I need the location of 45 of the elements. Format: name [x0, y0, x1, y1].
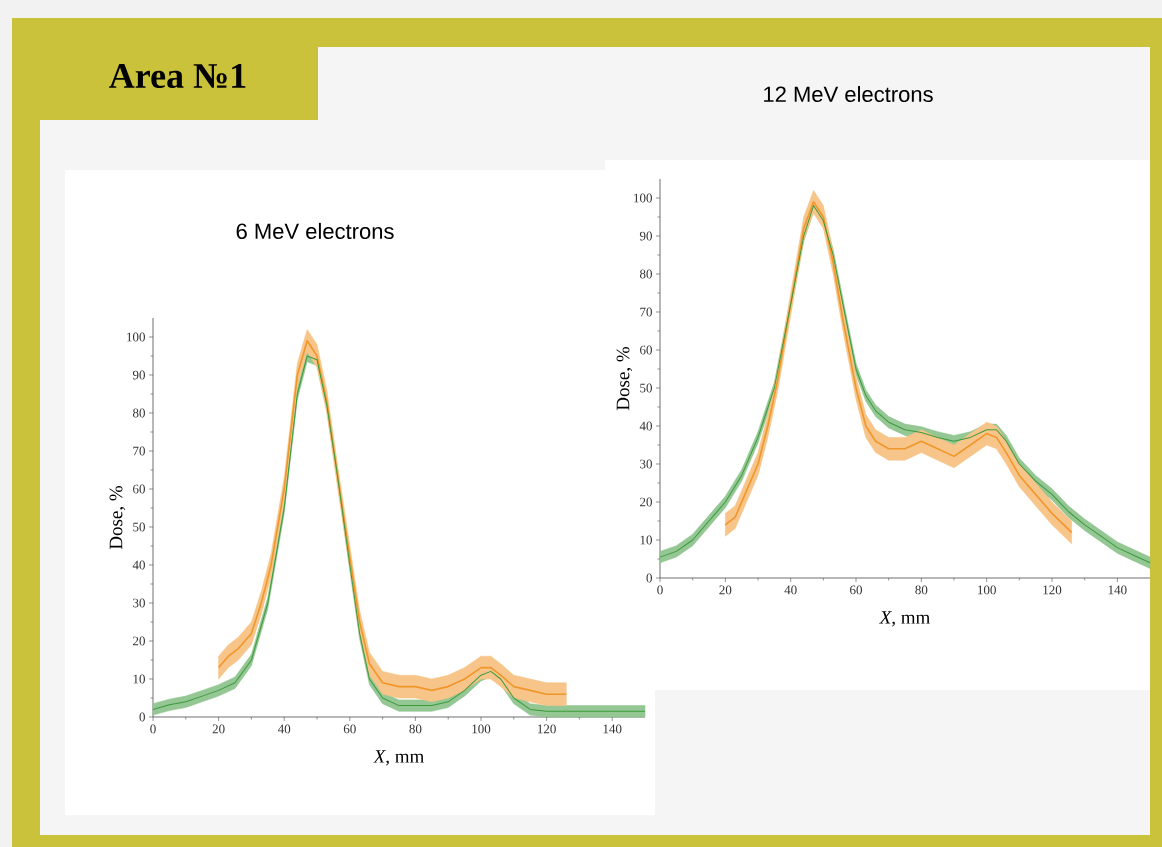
- y-tick-label: 40: [132, 560, 145, 570]
- x-tick-label: 40: [277, 724, 291, 734]
- y-tick-label: 80: [639, 269, 652, 279]
- y-tick-label: 90: [132, 370, 145, 380]
- y-tick-label: 30: [640, 459, 652, 469]
- x-tick-label: 140: [603, 724, 622, 734]
- text: Area №1: [109, 63, 246, 89]
- x-tick-label: 120: [1043, 585, 1062, 595]
- y-tick-label: 0: [139, 712, 145, 722]
- x-tick-label: 40: [784, 585, 797, 595]
- y-axis-title: Dose, %: [109, 485, 126, 550]
- x-tick-label: 100: [978, 585, 996, 595]
- x-tick-label: 60: [343, 724, 356, 734]
- y-tick-label: 10: [133, 674, 145, 684]
- y-tick-label: 60: [640, 345, 652, 355]
- x-tick-label: 60: [850, 585, 863, 595]
- x-tick-label: 20: [719, 585, 732, 595]
- x-tick-label: 80: [915, 585, 928, 595]
- y-tick-label: 50: [133, 522, 145, 532]
- y-tick-label: 50: [640, 383, 652, 393]
- x-axis-title: X, mm: [879, 611, 931, 627]
- x-tick-label: 100: [472, 724, 491, 734]
- x-tick-label: 140: [1108, 585, 1127, 595]
- x-axis-title: X, mm: [373, 750, 425, 766]
- x-tick-label: 0: [150, 724, 156, 734]
- y-tick-label: 90: [639, 231, 652, 241]
- y-tick-label: 100: [634, 193, 652, 203]
- y-tick-label: 20: [133, 636, 145, 646]
- chart-title: 12 MeV electrons: [764, 85, 933, 103]
- y-tick-label: 70: [640, 307, 652, 317]
- y-tick-label: 70: [133, 446, 145, 456]
- x-tick-label: 120: [538, 724, 556, 734]
- y-tick-label: 100: [127, 332, 145, 342]
- x-tick-label: 80: [409, 724, 422, 734]
- y-tick-label: 10: [640, 535, 652, 545]
- y-tick-label: 30: [133, 598, 145, 608]
- y-axis-title: Dose, %: [616, 346, 633, 411]
- y-tick-label: 80: [132, 408, 145, 418]
- x-tick-label: 20: [212, 724, 225, 734]
- chart-title: 6 MeV electrons: [236, 222, 394, 240]
- y-tick-label: 20: [640, 497, 652, 507]
- y-tick-label: 40: [639, 421, 652, 431]
- y-tick-label: 0: [646, 573, 652, 583]
- x-tick-label: 0: [657, 585, 663, 595]
- y-tick-label: 60: [133, 484, 145, 494]
